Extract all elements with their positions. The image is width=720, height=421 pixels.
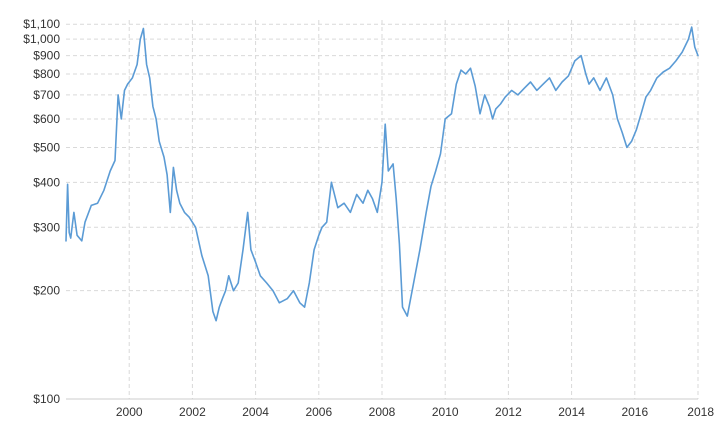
series-line-0 (65, 26, 699, 322)
y-tick-label: $900 (33, 49, 60, 63)
y-tick-label: $300 (33, 220, 60, 234)
y-tick-label: $400 (33, 175, 60, 189)
x-tick-label: 2012 (495, 405, 522, 419)
y-tick-label: $700 (33, 88, 60, 102)
y-tick-label: $500 (33, 140, 60, 154)
y-tick-label: $600 (33, 112, 60, 126)
grid-lines (66, 20, 699, 399)
y-tick-label: $100 (33, 392, 60, 406)
x-tick-label: 2010 (432, 405, 459, 419)
x-tick-label: 2004 (242, 405, 269, 419)
x-tick-label: 2000 (116, 405, 143, 419)
y-tick-label: $800 (33, 67, 60, 81)
y-tick-label: $200 (33, 284, 60, 298)
y-tick-label: $1,100 (23, 17, 60, 31)
x-tick-label: 2016 (621, 405, 648, 419)
x-tick-label: 2006 (305, 405, 332, 419)
x-tick-labels: 2000 2002 2004 2006 2008 2010 2012 2014 2016 2018 (116, 405, 714, 419)
x-tick-label: 2014 (558, 405, 585, 419)
x-tick-label: 2008 (369, 405, 396, 419)
x-tick-label: 2018 (687, 405, 714, 419)
x-tick-label: 2002 (179, 405, 206, 419)
series-lines (65, 26, 699, 322)
y-tick-labels: $100 $200 $300 $400 $500 $600 $700 $800 $900 $1,0… (23, 17, 60, 406)
y-tick-label: $1,000 (23, 32, 60, 46)
